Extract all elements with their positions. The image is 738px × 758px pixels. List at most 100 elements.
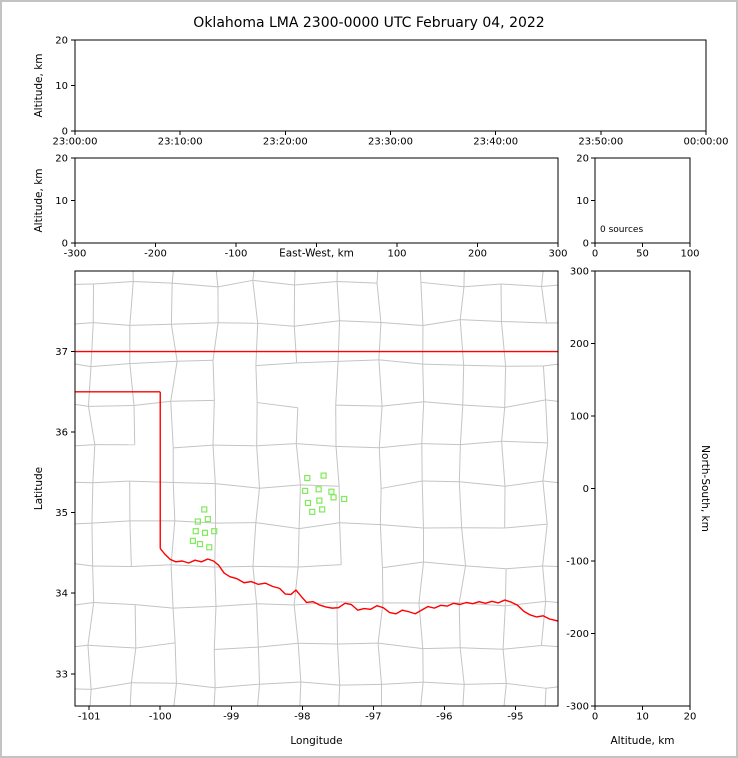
county-line xyxy=(177,359,214,362)
x-tick-label: -101 xyxy=(78,712,101,723)
ew-height-axes: -300 -200 -100 100 200 300 0 10 20 xyxy=(55,154,567,260)
county-line xyxy=(129,281,134,326)
y-tick-label: 10 xyxy=(55,81,68,92)
county-line xyxy=(542,565,547,602)
county-line xyxy=(173,481,216,485)
county-line xyxy=(75,602,94,606)
county-line xyxy=(379,488,382,525)
county-line xyxy=(507,240,546,241)
plan-view-map-panel: -101 -100 -99 -98 -97 -96 -95 33 34 35 36 37 Latitu… xyxy=(33,240,585,747)
county-line xyxy=(381,567,384,603)
county-line xyxy=(294,320,340,327)
county-line xyxy=(380,322,423,326)
altitude-histogram-frame xyxy=(594,157,691,244)
map-frame xyxy=(74,270,559,707)
x-tick-label: 23:20:00 xyxy=(263,137,308,148)
county-line xyxy=(339,522,381,526)
y-tick-label: 10 xyxy=(55,196,68,207)
county-line xyxy=(337,320,341,362)
county-line xyxy=(419,271,422,283)
county-line xyxy=(339,320,381,324)
county-line xyxy=(299,522,340,530)
county-line xyxy=(421,401,425,444)
county-line xyxy=(541,286,547,324)
figure-title: Oklahoma LMA 2300-0000 UTC February 04, … xyxy=(193,15,544,31)
county-line xyxy=(459,319,465,366)
time-height-ylabel: Altitude, km xyxy=(33,53,45,117)
lma-source-marker xyxy=(328,488,335,495)
y-tick-label: -200 xyxy=(566,629,589,640)
county-line xyxy=(461,527,467,566)
county-line xyxy=(339,683,382,686)
county-line xyxy=(420,282,424,326)
county-line xyxy=(378,359,423,365)
county-line xyxy=(213,240,258,243)
lma-source-marker xyxy=(319,506,326,513)
county-line xyxy=(376,283,382,323)
county-line xyxy=(129,323,172,326)
x-tick-label: -96 xyxy=(436,712,452,723)
x-tick-label: 23:50:00 xyxy=(578,137,623,148)
county-line xyxy=(380,524,424,529)
county-line xyxy=(48,400,51,447)
county-lines-layer xyxy=(48,240,585,727)
county-line xyxy=(584,567,585,605)
county-line xyxy=(422,647,461,650)
county-line xyxy=(379,443,422,449)
x-tick-label: -95 xyxy=(507,712,523,723)
county-line xyxy=(214,523,217,568)
county-line xyxy=(53,240,89,244)
county-line xyxy=(459,286,465,320)
county-line xyxy=(545,399,549,443)
lma-source-marker xyxy=(211,528,218,535)
lma-source-marker xyxy=(316,497,323,504)
county-line xyxy=(381,480,423,489)
county-line xyxy=(75,444,95,447)
county-line xyxy=(91,520,130,524)
county-line xyxy=(92,565,95,603)
county-line xyxy=(506,565,543,570)
y-tick-label: 0 xyxy=(583,239,589,250)
county-line xyxy=(502,649,507,684)
county-line xyxy=(421,443,461,446)
county-line xyxy=(296,360,339,364)
county-line xyxy=(545,399,558,402)
county-line xyxy=(338,685,341,706)
county-line xyxy=(252,280,259,324)
county-line xyxy=(51,482,53,525)
county-line xyxy=(458,481,463,528)
county-line xyxy=(217,279,253,288)
ew-height-frame xyxy=(74,157,559,244)
county-line xyxy=(215,522,256,524)
county-line xyxy=(87,602,95,646)
y-tick-label: 0 xyxy=(62,239,68,250)
county-line xyxy=(93,280,134,285)
county-line xyxy=(420,281,465,288)
county-line xyxy=(174,642,177,684)
county-line xyxy=(459,404,464,445)
county-line xyxy=(255,323,259,366)
county-line xyxy=(255,365,258,403)
county-line xyxy=(336,601,339,644)
altitude-histogram-axes: 0 50 100 0 10 20 xyxy=(576,154,699,260)
county-line xyxy=(502,726,544,727)
x-tick-label: 0 xyxy=(592,249,598,260)
county-line xyxy=(75,563,93,567)
county-line xyxy=(294,281,338,286)
county-line xyxy=(501,440,548,444)
county-line xyxy=(336,281,341,321)
county-line xyxy=(337,642,379,645)
county-line xyxy=(255,488,260,523)
lma-source-marker xyxy=(201,529,209,536)
x-tick-label: 20 xyxy=(684,712,697,723)
county-line xyxy=(89,723,129,727)
county-line xyxy=(256,722,299,725)
x-tick-label: -100 xyxy=(149,712,172,723)
county-line xyxy=(256,603,259,648)
county-line xyxy=(502,605,506,650)
ew-height-xlabel: East-West, km xyxy=(279,248,354,260)
x-tick-label: -300 xyxy=(64,249,87,260)
county-line xyxy=(295,407,299,444)
x-tick-label: 23:40:00 xyxy=(473,137,518,148)
county-line xyxy=(503,683,507,706)
